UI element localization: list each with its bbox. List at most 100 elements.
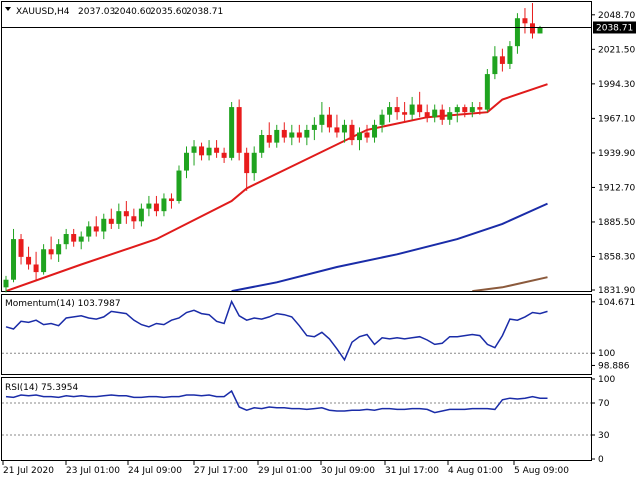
candle-body (266, 135, 272, 143)
momentum-label: Momentum(14) 103.7987 (5, 299, 121, 309)
candle-body (244, 152, 250, 174)
time-tick-label: 4 Aug 01:00 (448, 466, 503, 476)
momentum-line (5, 299, 548, 362)
ohlc-open: 2037.03 (78, 7, 115, 17)
rsi-tick-label: 70 (598, 399, 610, 409)
candle-body (454, 107, 460, 113)
candle-body (138, 208, 144, 222)
candle-body (304, 129, 310, 138)
candle-body (146, 203, 152, 209)
price-tick-label: 2021.50 (598, 45, 635, 55)
rsi-plot (2, 389, 591, 436)
momentum-tick-label: 100 (598, 349, 615, 359)
price-plot (2, 3, 591, 293)
candle-body (131, 216, 137, 222)
candle-body (18, 239, 24, 257)
rsi-tick-label: 0 (598, 455, 604, 465)
candle-body (48, 249, 54, 255)
candle-body (469, 107, 475, 113)
price-tick-label: 1994.30 (598, 80, 635, 90)
time-tick-label: 24 Jul 09:00 (128, 466, 182, 476)
candle-body (424, 112, 430, 118)
ohlc-low: 2035.60 (150, 7, 187, 17)
time-tick-label: 29 Jul 01:00 (258, 466, 312, 476)
candle-body (161, 198, 167, 212)
main-panel-frame (1, 1, 592, 292)
candle-body (184, 152, 190, 171)
momentum-plot (2, 299, 591, 362)
candle-body (56, 244, 62, 255)
ma-slow-line (472, 276, 548, 291)
candle-body (311, 124, 317, 130)
candle-body (514, 18, 520, 47)
momentum-tick-label: 98.886 (598, 361, 630, 371)
price-tick-label: 1858.30 (598, 252, 635, 262)
candle-body (499, 56, 505, 64)
price-tick-label: 2048.70 (598, 11, 635, 21)
candle-body (78, 236, 84, 242)
momentum-tick-label: 104.671 (598, 298, 635, 308)
candle-body (108, 218, 114, 224)
candle-body (447, 112, 453, 120)
collapse-triangle-icon[interactable] (5, 7, 11, 11)
candle-body (168, 198, 174, 202)
current-price-label: 2038.71 (596, 23, 633, 33)
candle-body (319, 114, 325, 125)
candle-body (379, 114, 385, 125)
candle-body (274, 129, 280, 143)
candle-body (537, 27, 543, 34)
price-tick-label: 1912.70 (598, 183, 635, 193)
symbol-label: XAUUSD,H4 (16, 7, 70, 17)
candle-body (206, 147, 212, 156)
candle-body (432, 109, 438, 118)
candle-body (341, 124, 347, 133)
time-tick-label: 31 Jul 17:00 (385, 466, 439, 476)
price-tick-label: 1939.90 (598, 149, 635, 159)
candle-body (296, 132, 302, 138)
candle-body (507, 46, 513, 64)
candle-body (153, 203, 159, 212)
candle-body (484, 74, 490, 110)
rsi-label: RSI(14) 75.3954 (5, 383, 78, 393)
candle-body (372, 124, 378, 138)
candle-body (409, 104, 415, 115)
candle-body (462, 107, 468, 113)
candle-body (281, 129, 287, 138)
price-tick-label: 1885.50 (598, 218, 635, 228)
time-tick-label: 27 Jul 17:00 (194, 466, 248, 476)
time-tick-label: 5 Aug 09:00 (514, 466, 569, 476)
candle-body (387, 107, 393, 115)
candle-body (11, 239, 17, 280)
candle-body (439, 109, 445, 120)
candle-body (101, 218, 107, 232)
candle-body (116, 211, 122, 224)
candle-body (402, 112, 408, 115)
candle-body (86, 226, 92, 237)
candle-body (191, 146, 197, 153)
candle-body (394, 107, 400, 113)
candle-body (417, 104, 423, 113)
time-tick-label: 23 Jul 01:00 (66, 466, 120, 476)
candle-body (364, 132, 370, 138)
candle-body (289, 132, 295, 138)
current-price-badge (593, 21, 636, 34)
candle-body (123, 211, 129, 217)
momentum-panel-frame (1, 294, 592, 375)
candle-body (214, 147, 220, 153)
ma-fast-line (5, 83, 548, 291)
rsi-tick-label: 30 (598, 431, 610, 441)
candle-body (41, 249, 47, 273)
candle-body (259, 135, 265, 153)
candle-body (63, 234, 69, 245)
candle-body (529, 23, 535, 34)
ohlc-close: 2038.71 (186, 7, 223, 17)
rsi-panel-frame (1, 377, 592, 461)
candle-body (176, 170, 182, 202)
candle-body (26, 256, 32, 265)
axes: 2048.70 2021.50 1994.30 1967.10 1939.90 1912.… (2, 11, 636, 476)
candle-body (326, 114, 332, 128)
candle-body (221, 152, 227, 158)
ma-mid-line (231, 202, 548, 291)
price-tick-label: 1967.10 (598, 114, 635, 124)
